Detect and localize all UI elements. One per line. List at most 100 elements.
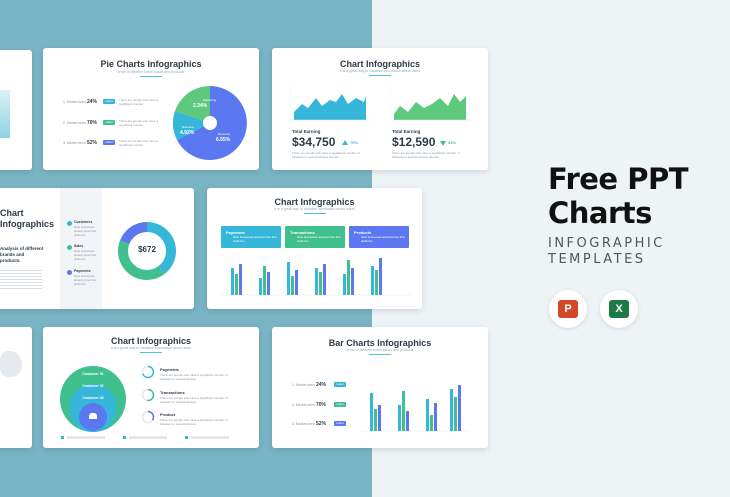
bar-group — [287, 262, 298, 295]
map-shape — [0, 351, 22, 377]
title-underline — [140, 352, 162, 353]
legend-row — [61, 436, 241, 439]
row-percent: 70% — [87, 120, 98, 126]
body-text-lines — [0, 268, 42, 290]
excel-icon: X — [600, 290, 638, 328]
slide-title: Chart Infographics — [274, 197, 355, 207]
item-name: Sales — [74, 244, 84, 248]
item-name: Customers — [74, 220, 93, 224]
row-label: 3. Market area — [63, 141, 86, 145]
kpi-description: There are people who have a significant … — [292, 151, 360, 159]
slide-partial-bottom-left[interactable] — [0, 327, 32, 448]
kpi-percent: 34% — [448, 140, 457, 145]
item-description: Most businesses already know that platfo… — [74, 225, 96, 237]
slide-pie-charts[interactable]: Pie Charts Infographics A bar of differe… — [43, 48, 259, 170]
circle-label: Customer 01 — [82, 372, 104, 376]
row-tag: Label — [334, 382, 346, 387]
slide-body-heading: Analysis of different brands and product… — [0, 246, 44, 263]
row-percent: 24% — [87, 99, 98, 105]
slide-subtitle: A bar of different lorem ipsum and produ… — [346, 348, 414, 352]
concentric-circles-chart — [60, 366, 126, 432]
main-title-line2: Charts — [548, 196, 652, 230]
donut-chart — [118, 222, 176, 280]
pie-slice-business — [172, 111, 210, 140]
slide-title-line2: Infographics — [0, 219, 55, 229]
item-description: Most businesses already know that platfo… — [74, 249, 96, 261]
slide-title: Chart Infographics — [339, 59, 420, 69]
slide-subtitle: A bar of different lorem ipsum and produ… — [117, 70, 185, 74]
slide-title-line1: Chart — [0, 208, 24, 218]
row-percent: 52% — [87, 140, 98, 146]
row-tag: Label — [334, 421, 346, 426]
check-icon — [67, 221, 72, 226]
item-name: Payments — [74, 269, 91, 273]
row-label: 1. Market area — [63, 100, 86, 104]
row-percent: 52% — [316, 421, 327, 427]
main-subtitle: INFOGRAPHIC TEMPLATES — [548, 236, 665, 268]
kpi-description: There are people who have a significant … — [392, 151, 460, 159]
main-subtitle-line2: TEMPLATES — [548, 252, 646, 267]
item-description: There are people who have a significant … — [160, 373, 228, 381]
pie-slice-marketing — [175, 86, 210, 123]
grouped-bar-chart — [221, 258, 411, 296]
slide-area-charts[interactable]: Chart Infographics It is a great way to … — [272, 48, 488, 170]
area-chart-right — [390, 84, 470, 121]
pie-chart — [172, 86, 247, 160]
item-description: There are people who have a significant … — [160, 396, 228, 404]
circle-label: Customer 03 — [82, 396, 104, 400]
bar-chart — [360, 385, 470, 432]
slide-subtitle: It is a great way to visualize informati… — [110, 346, 192, 350]
slide-title: Bar Charts Infographics — [328, 338, 432, 348]
kpi-percent: 70% — [350, 140, 359, 145]
title-underline — [140, 76, 162, 77]
slide-subtitle: It is a great way to visualize informati… — [274, 207, 355, 211]
progress-ring-icon — [141, 388, 155, 402]
slide-partial-top-left[interactable] — [0, 50, 32, 170]
arrow-up-icon — [342, 140, 348, 145]
row-description: There are people who have a significant … — [119, 139, 159, 147]
main-title-line1: Free PPT — [548, 162, 688, 196]
row-description: There are people who have a significant … — [119, 98, 159, 106]
row-tag: Label — [334, 402, 346, 407]
item-name: Product — [160, 412, 176, 417]
row-tag: Label — [103, 140, 115, 145]
pie-center-hole — [203, 116, 217, 130]
bar-group — [315, 264, 326, 295]
slice-value: 2.34% — [193, 103, 208, 109]
main-subtitle-line1: INFOGRAPHIC — [548, 236, 665, 251]
item-description: Most businesses already know that platfo… — [74, 274, 96, 286]
bar-group — [371, 258, 382, 295]
kpi-label: Total Earning — [292, 129, 321, 134]
row-percent: 24% — [316, 382, 327, 388]
kpi-label: Total Earning — [392, 129, 421, 134]
check-icon — [67, 270, 72, 275]
bar-group — [259, 266, 270, 295]
item-description: There are people who have a significant … — [160, 418, 228, 426]
row-label: 3. Market area — [292, 422, 315, 426]
slice-label: Business — [182, 125, 195, 129]
powerpoint-icon: P — [549, 290, 587, 328]
kpi-value: $12,590 — [392, 135, 436, 149]
row-label: 2. Market area — [292, 403, 315, 407]
slide-bar-charts[interactable]: Bar Charts Infographics A bar of differe… — [272, 327, 488, 448]
area-chart-left — [290, 84, 370, 121]
slide-title: Pie Charts Infographics — [100, 59, 202, 69]
slice-label: Revenue — [218, 132, 231, 136]
slide-subtitle: It is a great way to visualize informati… — [339, 69, 421, 73]
donut-center-value: $672 — [138, 245, 156, 254]
row-label: 1. Market area — [292, 383, 315, 387]
slice-value: 6.55% — [216, 137, 231, 143]
partial-chart-bar — [0, 90, 10, 138]
check-icon — [67, 245, 72, 250]
title-underline — [304, 213, 326, 214]
slide-concentric-circles[interactable]: Chart Infographics It is a great way to … — [43, 327, 259, 448]
info-box-payments: Payments Most businesses already know th… — [221, 226, 281, 248]
info-box-transactions: Transactions Most businesses already kno… — [285, 226, 345, 248]
row-tag: Label — [103, 120, 115, 125]
kpi-value: $34,750 — [292, 135, 336, 149]
title-underline — [369, 75, 391, 76]
slide-donut-chart[interactable]: Chart Infographics Analysis of different… — [0, 188, 194, 309]
item-name: Payments — [160, 367, 179, 372]
progress-ring-icon — [141, 365, 155, 379]
slide-grouped-bars[interactable]: Chart Infographics It is a great way to … — [207, 188, 422, 309]
